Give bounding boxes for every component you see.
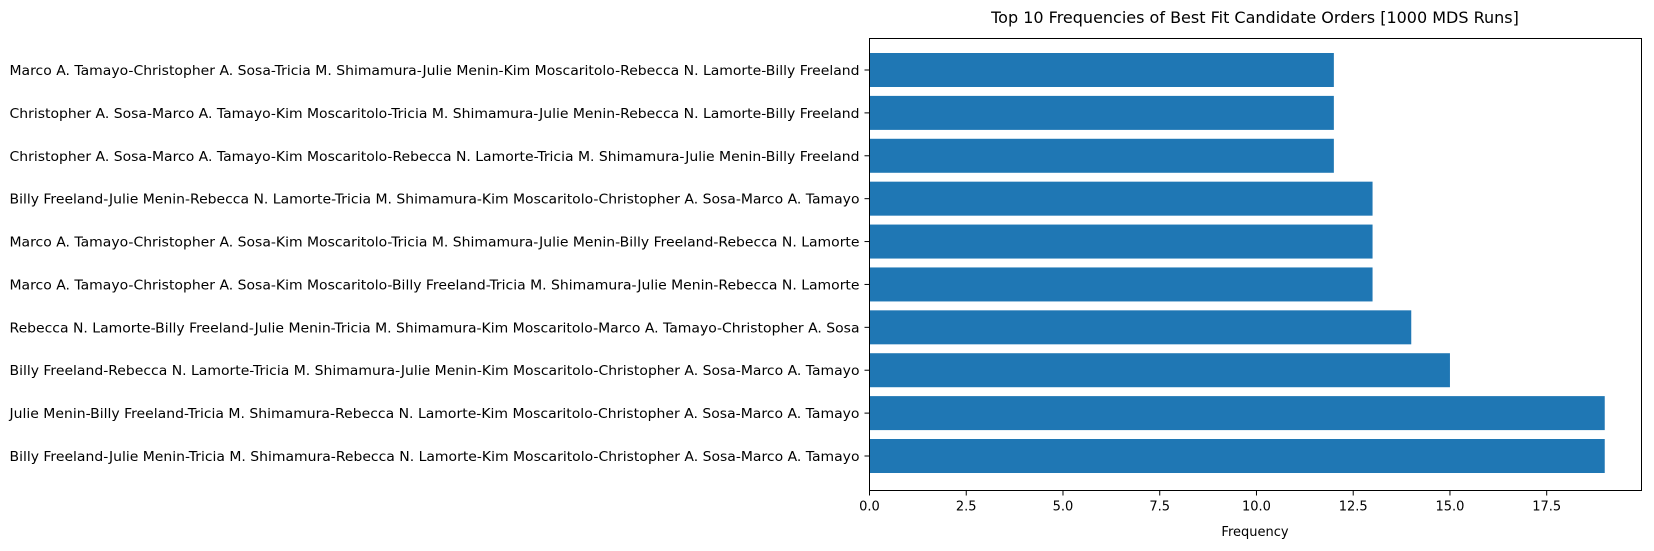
bar (869, 353, 1450, 388)
x-tick-label: 2.5 (956, 500, 977, 515)
bar (869, 310, 1412, 345)
y-tick-label: Rebecca N. Lamorte-Billy Freeland-Julie … (10, 321, 860, 336)
x-tick-label: 17.5 (1532, 500, 1561, 515)
bar (869, 396, 1605, 431)
y-tick-label: Marco A. Tamayo-Christopher A. Sosa-Tric… (10, 64, 860, 79)
y-tick-label: Billy Freeland-Julie Menin-Tricia M. Shi… (10, 450, 860, 465)
bar (869, 224, 1373, 259)
x-tick-label: 0.0 (859, 500, 880, 515)
y-tick-label: Billy Freeland-Rebecca N. Lamorte-Tricia… (10, 364, 860, 379)
x-tick-label: 12.5 (1339, 500, 1368, 515)
y-tick-label: Christopher A. Sosa-Marco A. Tamayo-Kim … (10, 107, 860, 122)
x-axis-label: Frequency (1221, 525, 1288, 540)
bar (869, 267, 1373, 302)
y-tick-label: Marco A. Tamayo-Christopher A. Sosa-Kim … (10, 278, 860, 293)
x-tick-label: 7.5 (1149, 500, 1170, 515)
bar (869, 53, 1334, 87)
y-tick-label: Marco A. Tamayo-Christopher A. Sosa-Kim … (10, 236, 860, 251)
bar (869, 439, 1605, 473)
x-tick-label: 15.0 (1435, 500, 1464, 515)
axes-frame (869, 38, 1642, 491)
bars-layer (869, 53, 1605, 473)
x-tick-label: 5.0 (1053, 500, 1074, 515)
x-tick-label: 10.0 (1242, 500, 1271, 515)
bar (869, 138, 1334, 173)
x-axis-ticks: 0.0 2.5 5.0 7.5 10.0 12.5 15.0 17.5 (859, 490, 1561, 515)
bar (869, 181, 1373, 216)
bar (869, 95, 1334, 130)
chart-title: Top 10 Frequencies of Best Fit Candidate… (990, 8, 1519, 27)
y-tick-label: Christopher A. Sosa-Marco A. Tamayo-Kim … (10, 150, 860, 165)
y-tick-label: Julie Menin-Billy Freeland-Tricia M. Shi… (8, 407, 859, 422)
y-axis-ticks: Billy Freeland-Julie Menin-Tricia M. Shi… (8, 64, 870, 465)
y-tick-label: Billy Freeland-Julie Menin-Rebecca N. La… (10, 193, 860, 208)
